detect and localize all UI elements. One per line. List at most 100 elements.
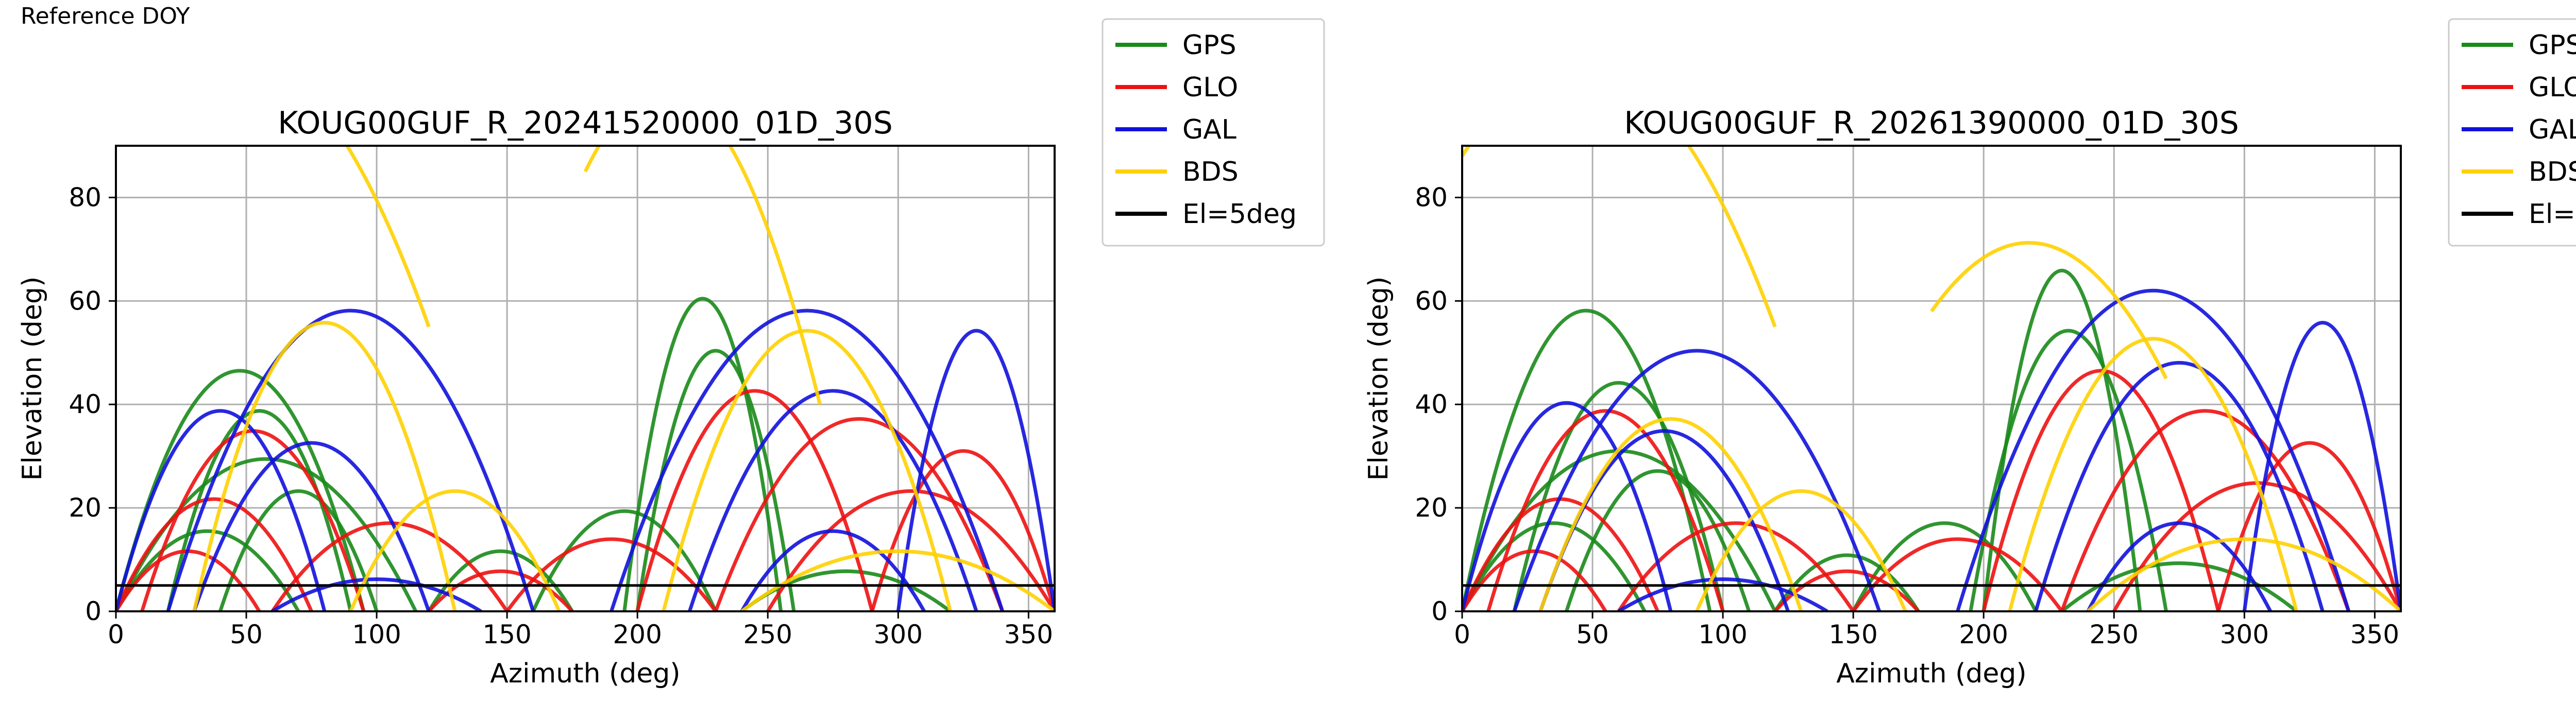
satellite-track bbox=[116, 409, 327, 611]
satellite-track bbox=[1852, 537, 2063, 611]
satellite-track bbox=[635, 389, 874, 611]
satellite-track bbox=[1930, 241, 2168, 380]
y-tick-label: 20 bbox=[1415, 493, 1448, 523]
satellite-track bbox=[1462, 549, 1607, 611]
satellite-track bbox=[1462, 401, 1673, 611]
satellite-track bbox=[2242, 321, 2401, 611]
satellite-track bbox=[2112, 481, 2401, 611]
legend-box bbox=[1101, 18, 1325, 247]
legend: GPS GLO GAL BDS El=5deg bbox=[1101, 18, 1325, 247]
satellite-track bbox=[218, 489, 379, 611]
y-tick-label: 60 bbox=[1415, 286, 1448, 316]
y-tick-label: 0 bbox=[1431, 596, 1448, 626]
satellite-track bbox=[192, 441, 431, 611]
legend-label: GPS bbox=[2529, 30, 2576, 61]
satellite-track bbox=[1981, 268, 2142, 611]
satellite-track bbox=[1565, 469, 1751, 611]
y-tick-label: 20 bbox=[69, 493, 101, 523]
satellite-track bbox=[583, 146, 822, 405]
y-axis-label: Elevation (deg) bbox=[1363, 277, 1394, 481]
x-tick-label: 300 bbox=[2220, 620, 2269, 649]
legend-label: El=5deg bbox=[2529, 199, 2576, 230]
figure-corner-title: Reference DOY bbox=[21, 3, 190, 29]
legend-label: BDS bbox=[1182, 157, 1239, 187]
chart-title: KOUG00GUF_R_20241520000_01D_30S bbox=[278, 105, 893, 141]
y-tick-label: 80 bbox=[1415, 182, 1448, 212]
satellite-track bbox=[116, 497, 313, 611]
chart-title: KOUG00GUF_R_20261390000_01D_30S bbox=[1624, 105, 2239, 141]
satellite-track bbox=[1969, 329, 2168, 611]
x-tick-label: 250 bbox=[2090, 620, 2139, 649]
satellite-track bbox=[1512, 349, 1882, 611]
satellite-track bbox=[1617, 521, 1855, 611]
plot-area bbox=[1462, 146, 2401, 611]
y-tick-label: 80 bbox=[69, 182, 101, 212]
satellite-track bbox=[740, 549, 1055, 611]
satellite-track bbox=[740, 529, 926, 611]
x-tick-label: 50 bbox=[1576, 620, 1609, 649]
satellite-track bbox=[1956, 289, 2351, 611]
y-tick-label: 40 bbox=[1415, 389, 1448, 419]
satellite-track bbox=[2034, 361, 2325, 611]
satellite-track bbox=[2060, 409, 2351, 611]
x-axis-label: Azimuth (deg) bbox=[490, 658, 680, 689]
satellite-track bbox=[192, 321, 457, 611]
satellite-track bbox=[870, 449, 1055, 611]
satellite-track bbox=[531, 509, 718, 611]
grid bbox=[115, 146, 1055, 612]
satellite-track bbox=[1486, 409, 1725, 611]
y-tick-label: 40 bbox=[69, 389, 101, 419]
x-tick-label: 0 bbox=[1454, 620, 1470, 649]
chart-panel-2: 0 50 100 150 200 250 300 350 0 20 40 60 80 KOUG00GUF_… bbox=[1363, 18, 2576, 689]
satellite-track bbox=[2086, 521, 2273, 611]
satellite-track bbox=[1462, 146, 1777, 328]
satellite-track bbox=[505, 537, 717, 611]
satellite-track bbox=[2008, 337, 2298, 611]
x-tick-label: 200 bbox=[613, 620, 662, 649]
legend-label: BDS bbox=[2529, 157, 2576, 187]
satellite-track bbox=[270, 521, 509, 611]
satellite-track bbox=[166, 308, 535, 611]
series-gal bbox=[1462, 289, 2401, 611]
satellite-track bbox=[2060, 561, 2298, 611]
series-bds bbox=[1462, 146, 2401, 611]
satellite-track bbox=[1538, 417, 1803, 611]
x-tick-label: 100 bbox=[1698, 620, 1747, 649]
satellite-track bbox=[662, 329, 952, 611]
legend: GPS GLO GAL BDS El=5deg bbox=[2448, 18, 2576, 247]
satellite-track bbox=[1617, 577, 1828, 611]
y-tick-label: 0 bbox=[85, 596, 101, 626]
series-bds bbox=[116, 146, 1055, 611]
y-tick-label: 60 bbox=[69, 286, 101, 316]
legend-label: GLO bbox=[1182, 72, 1238, 103]
legend-label: El=5deg bbox=[1182, 199, 1297, 230]
x-tick-label: 50 bbox=[230, 620, 263, 649]
satellite-track bbox=[1695, 489, 1907, 611]
series-gal bbox=[116, 308, 1055, 611]
y-axis-label: Elevation (deg) bbox=[17, 277, 48, 481]
axes-frame bbox=[1461, 145, 2402, 612]
x-tick-label: 350 bbox=[2350, 620, 2399, 649]
satellite-track bbox=[896, 329, 1055, 611]
satellite-track bbox=[714, 417, 1005, 611]
x-tick-label: 200 bbox=[1959, 620, 2008, 649]
satellite-track bbox=[766, 489, 1055, 611]
legend-label: GAL bbox=[2529, 114, 2576, 145]
satellite-track bbox=[1462, 308, 1712, 611]
x-tick-label: 150 bbox=[1828, 620, 1877, 649]
x-tick-label: 300 bbox=[874, 620, 923, 649]
x-tick-label: 250 bbox=[743, 620, 792, 649]
satellite-track bbox=[166, 409, 352, 611]
plot-area bbox=[116, 146, 1055, 611]
legend-label: GAL bbox=[1182, 114, 1236, 145]
x-tick-label: 350 bbox=[1004, 620, 1053, 649]
satellite-track bbox=[349, 489, 561, 611]
satellite-track bbox=[1981, 369, 2221, 611]
axes-frame bbox=[115, 145, 1056, 612]
satellite-track bbox=[116, 529, 300, 611]
x-tick-label: 0 bbox=[108, 620, 124, 649]
satellite-track bbox=[609, 308, 1005, 611]
satellite-track bbox=[1512, 381, 1725, 611]
legend-box bbox=[2448, 18, 2576, 247]
